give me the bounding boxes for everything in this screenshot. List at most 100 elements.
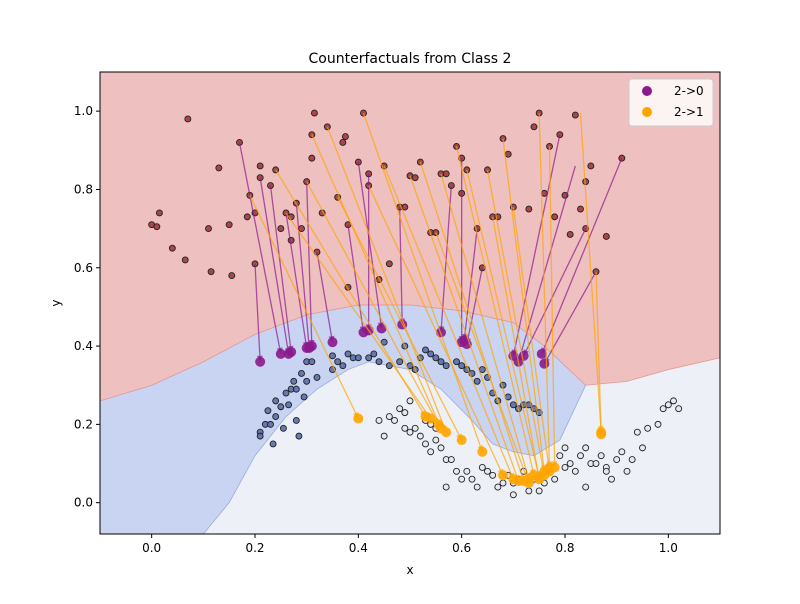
class-2-point (422, 440, 429, 448)
class-2-point (396, 405, 404, 413)
counterfactual-arrow-2-to-1 (306, 181, 439, 425)
counterfactual-point-2-to-1 (441, 427, 452, 438)
class-0-point (577, 205, 584, 213)
class-1-point (290, 377, 298, 385)
x-tick-label: 0.4 (349, 541, 368, 555)
class-1-point (458, 362, 466, 370)
class-0-point (207, 268, 215, 276)
counterfactual-point-2-to-0 (376, 323, 387, 334)
counterfactual-arrow-2-to-0 (254, 263, 261, 362)
y-axis-label: y (49, 299, 63, 306)
class-2-point (582, 483, 590, 491)
counterfactual-arrow-2-to-1 (440, 173, 530, 480)
counterfactual-arrow-2-to-1 (311, 134, 442, 429)
y-tick-label: 0.0 (74, 496, 93, 510)
counterfactual-point-2-to-1 (456, 435, 467, 446)
class-2-point (670, 397, 677, 405)
counterfactual-point-2-to-1 (477, 446, 488, 457)
x-axis-label: x (406, 563, 413, 577)
decision-regions (100, 72, 720, 534)
class-0-point (225, 221, 233, 229)
class-2-point (458, 475, 466, 483)
class-1-point (422, 346, 429, 354)
class-1-point (256, 432, 264, 440)
class-1-point (272, 397, 280, 405)
counterfactual-point-2-to-1 (549, 462, 560, 473)
class-0-point (566, 231, 574, 238)
y-tick-label: 0.8 (74, 182, 93, 196)
class-2-point (401, 424, 409, 432)
class-1-point (295, 432, 303, 440)
class-2-point (416, 432, 424, 440)
class-2-point (427, 448, 435, 456)
class-2-point (556, 452, 564, 460)
class-0-point (205, 225, 212, 233)
class-0-point (308, 154, 316, 162)
class-0-point (525, 205, 533, 213)
chart-title: Counterfactuals from Class 2 (309, 51, 512, 67)
class-2-point (561, 444, 569, 452)
x-tick-label: 0.8 (555, 541, 574, 555)
class-0-point (385, 260, 393, 268)
counterfactual-arrow-2-to-0 (463, 228, 478, 341)
class-0-point (228, 272, 236, 280)
counterfactual-arrow-2-to-1 (362, 112, 483, 452)
class-2-point (551, 475, 559, 483)
class-2-point (484, 467, 491, 475)
class-2-point (566, 460, 574, 467)
counterfactual-arrow-2-to-1 (419, 161, 525, 482)
class-2-point (577, 452, 584, 460)
counterfactual-point-2-to-1 (534, 474, 545, 485)
counterfactual-point-2-to-1 (425, 413, 436, 424)
counterfactual-point-2-to-1 (353, 413, 364, 424)
class-0-point (602, 232, 610, 240)
class-2-point (499, 479, 507, 487)
class-2-point (401, 409, 409, 417)
class-1-point (285, 401, 293, 409)
class-1-point (272, 413, 280, 420)
counterfactual-arrow-2-to-1 (512, 206, 551, 472)
counterfactual-point-2-to-0 (255, 356, 266, 367)
class-2-point (664, 401, 672, 409)
class-2-point (597, 452, 605, 460)
legend-marker-2-to-0 (642, 86, 652, 96)
legend-marker-2-to-1 (642, 107, 652, 117)
class-1-point (354, 354, 362, 362)
counterfactual-arrow-2-to-0 (357, 161, 383, 329)
y-tick-label: 0.2 (74, 417, 93, 431)
class-0-point (401, 203, 409, 211)
x-axis: 0.0 0.2 0.4 0.6 0.8 1.0 (142, 534, 678, 555)
class-2-point (592, 460, 600, 467)
class-1-point (365, 354, 373, 362)
x-tick-label: 0.6 (452, 541, 471, 555)
counterfactual-arrow-2-to-1 (409, 175, 520, 482)
counterfactual-point-2-to-0 (306, 341, 317, 352)
class-2-point (380, 432, 388, 440)
x-tick-label: 0.2 (245, 541, 264, 555)
class-2-point (391, 417, 398, 424)
class-2-point (453, 467, 460, 475)
class-0-point (153, 223, 161, 231)
counterfactual-arrow-2-to-1 (502, 138, 545, 472)
class-0-point (571, 111, 579, 119)
class-2-point (675, 405, 683, 413)
class-2-point (582, 444, 590, 452)
class-2-point (639, 444, 646, 452)
counterfactual-arrow-2-to-0 (285, 212, 308, 349)
counterfactual-arrow-2-to-0 (523, 228, 587, 357)
class-1-point (380, 338, 388, 346)
class-2-point (406, 428, 414, 436)
counterfactual-arrow-2-to-0 (541, 157, 623, 355)
class-2-point (525, 487, 533, 495)
class-2-point (571, 467, 579, 475)
class-1-point (267, 420, 274, 428)
counterfactual-arrow-2-to-1 (285, 212, 432, 419)
class-2-point (463, 467, 471, 475)
class-1-point (298, 370, 305, 377)
counterfactual-arrow-2-to-1 (492, 216, 540, 480)
counterfactual-arrow-2-to-1 (579, 113, 602, 433)
class-1-point (432, 354, 440, 362)
counterfactual-arrow-2-to-0 (399, 207, 403, 325)
class-1-point (292, 417, 300, 424)
